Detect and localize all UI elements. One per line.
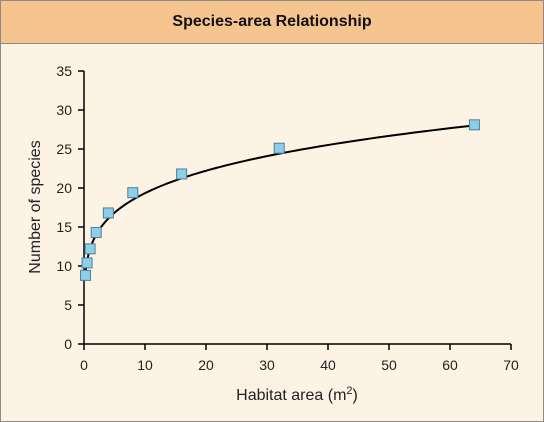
y-tick-label: 5: [64, 297, 72, 313]
data-point: [81, 257, 93, 269]
y-ticks: 0 5 10 15 20 25 30 35: [56, 63, 84, 352]
chart-title-bar: Species-area Relationship: [1, 1, 543, 44]
y-axis-label: Number of species: [27, 140, 44, 273]
x-tick-label: 30: [259, 357, 275, 373]
x-tick-label: 20: [198, 357, 214, 373]
y-tick-label: 20: [56, 180, 72, 196]
data-point: [102, 207, 114, 219]
x-tick-label: 60: [442, 357, 458, 373]
y-tick-label: 25: [56, 141, 72, 157]
data-point: [84, 243, 96, 255]
x-tick-label: 0: [80, 357, 88, 373]
data-point: [127, 187, 139, 199]
axes: [83, 71, 511, 345]
y-tick-label: 15: [56, 219, 72, 235]
y-tick-label: 10: [56, 258, 72, 274]
x-axis-label: Habitat area (m2): [236, 385, 358, 404]
x-tick-label: 10: [137, 357, 153, 373]
y-tick-label: 30: [56, 102, 72, 118]
chart-title: Species-area Relationship: [172, 13, 372, 30]
x-tick-label: 70: [503, 357, 519, 373]
data-point: [90, 226, 102, 238]
x-tick-label: 40: [320, 357, 336, 373]
x-tick-label: 50: [381, 357, 397, 373]
y-tick-label: 0: [64, 336, 72, 352]
data-point: [80, 269, 92, 281]
data-points: [80, 119, 480, 281]
data-point: [468, 119, 480, 131]
data-point: [176, 168, 188, 180]
y-tick-label: 35: [56, 63, 72, 79]
x-ticks: 0 10 20 30 40 50 60 70: [80, 344, 519, 373]
data-point: [273, 142, 285, 154]
